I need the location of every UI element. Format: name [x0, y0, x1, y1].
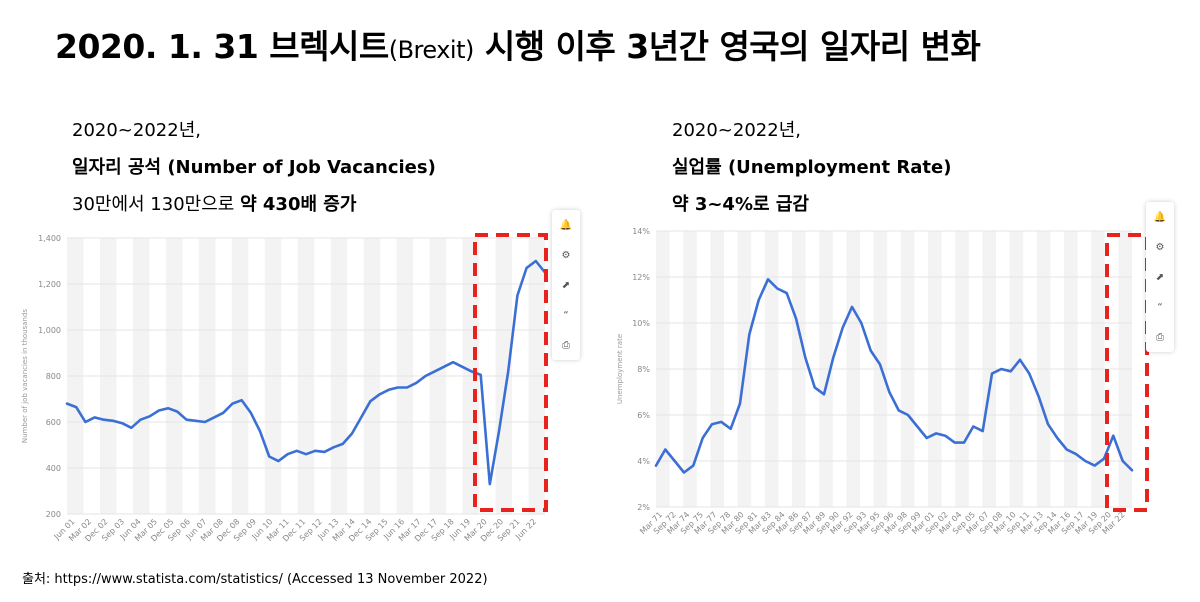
- share-button[interactable]: ⬈: [552, 270, 580, 300]
- print-icon: ⎙: [1156, 331, 1164, 343]
- y-tick-label: 1,400: [38, 234, 61, 243]
- y-tick-label: 12%: [632, 273, 650, 282]
- left-caption-line3-a: 30만에서 130만으로: [72, 194, 241, 215]
- highlight-box: [473, 233, 548, 512]
- quote-button[interactable]: “: [1146, 292, 1174, 322]
- bell-icon: 🔔: [559, 219, 573, 231]
- right-caption-line2: 실업률 (Unemployment Rate): [672, 157, 952, 178]
- bell-button[interactable]: 🔔: [552, 210, 580, 240]
- y-tick-label: 1,000: [38, 326, 61, 335]
- y-tick-label: 200: [46, 510, 61, 519]
- gear-icon: ⚙: [561, 249, 571, 261]
- quote-icon: “: [1157, 301, 1163, 313]
- left-caption-line3-b: 약 430배 증가: [240, 194, 357, 215]
- title-main-b: 시행 이후 3년간 영국의 일자리 변화: [473, 27, 981, 66]
- left-caption-line3: 30만에서 130만으로 약 430배 증가: [72, 186, 436, 223]
- page-title: 2020. 1. 31 브렉시트(Brexit) 시행 이후 3년간 영국의 일…: [55, 20, 981, 68]
- y-tick-label: 400: [46, 464, 61, 473]
- share-button[interactable]: ⬈: [1146, 262, 1174, 292]
- print-button[interactable]: ⎙: [1146, 322, 1174, 352]
- right-caption: 2020~2022년, 실업률 (Unemployment Rate) 약 3~…: [672, 112, 951, 223]
- y-tick-label: 8%: [637, 365, 650, 374]
- left-caption-line1: 2020~2022년,: [72, 120, 201, 141]
- left-caption: 2020~2022년, 일자리 공석 (Number of Job Vacanc…: [72, 112, 436, 223]
- y-axis-label: Unemployment rate: [616, 334, 624, 404]
- y-tick-label: 1,200: [38, 280, 61, 289]
- bell-button[interactable]: 🔔: [1146, 202, 1174, 232]
- y-tick-label: 800: [46, 372, 61, 381]
- title-main-a: 2020. 1. 31 브렉시트: [55, 27, 389, 66]
- left-chart: 200 400 600 800 1,000 1,200 1,400 Jun 01 Mar 02 D…: [15, 225, 555, 569]
- y-axis-label: Number of job vacancies in thousands: [21, 309, 29, 444]
- left-caption-line2: 일자리 공석 (Number of Job Vacancies): [72, 157, 436, 178]
- quote-button[interactable]: “: [552, 300, 580, 330]
- y-tick-label: 6%: [637, 411, 650, 420]
- right-chart: 2% 4% 6% 8% 10% 12% 14% Mar 71 Sep 72 Mar 74 Sep 7…: [610, 225, 1150, 569]
- gear-icon: ⚙: [1155, 241, 1165, 253]
- print-button[interactable]: ⎙: [552, 330, 580, 360]
- source-note: 출처: https://www.statista.com/statistics/…: [22, 572, 488, 587]
- share-icon: ⬈: [561, 279, 571, 291]
- gear-button[interactable]: ⚙: [552, 240, 580, 270]
- quote-icon: “: [563, 309, 569, 321]
- y-tick-label: 14%: [632, 227, 650, 236]
- highlight-box: [1105, 233, 1149, 512]
- y-tick-label: 600: [46, 418, 61, 427]
- series-line: [654, 277, 1134, 474]
- print-icon: ⎙: [562, 339, 570, 351]
- y-tick-label: 10%: [632, 319, 650, 328]
- right-caption-line3: 약 3~4%로 급감: [672, 194, 809, 215]
- gear-button[interactable]: ⚙: [1146, 232, 1174, 262]
- left-chart-toolbar: 🔔 ⚙ ⬈ “ ⎙: [552, 210, 580, 360]
- title-paren: (Brexit): [388, 36, 475, 64]
- y-tick-label: 4%: [637, 457, 650, 466]
- share-icon: ⬈: [1155, 271, 1165, 283]
- right-chart-toolbar: 🔔 ⚙ ⬈ “ ⎙: [1146, 202, 1174, 352]
- y-tick-label: 2%: [637, 503, 650, 512]
- bell-icon: 🔔: [1153, 211, 1167, 223]
- right-caption-line1: 2020~2022년,: [672, 120, 801, 141]
